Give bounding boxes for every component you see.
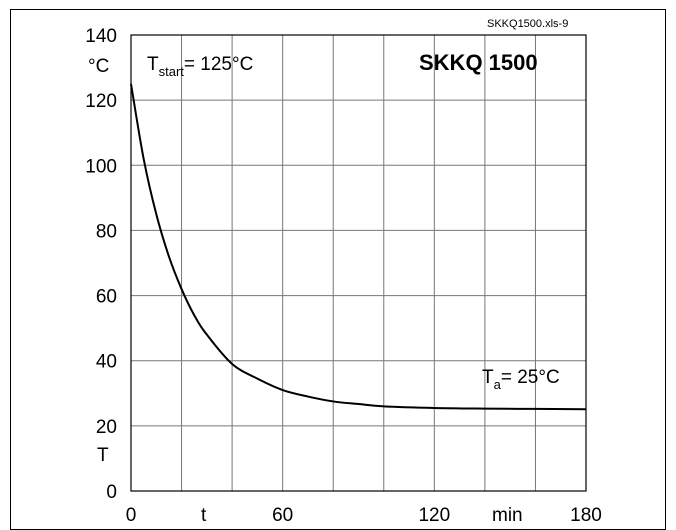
y-tick-label: 40 [96, 352, 117, 373]
ambient-temperature-annotation: Ta= 25°C [482, 367, 560, 392]
y-unit-label: °C [88, 56, 109, 77]
start-annotation-base: T [147, 54, 159, 75]
series-layer [130, 83, 587, 411]
start-temperature-annotation: Tstart= 125°C [147, 54, 253, 79]
grid-lines [131, 35, 586, 491]
series-line [130, 83, 587, 411]
x-unit-label: min [492, 505, 523, 526]
y-axis-label: T [97, 445, 109, 466]
y-tick-label: 100 [85, 156, 117, 177]
outer-frame [10, 9, 666, 530]
ambient-annotation-value: = 25°C [501, 367, 560, 388]
y-tick-label: 20 [96, 417, 117, 438]
y-tick-label: 140 [85, 26, 117, 47]
x-tick-label: 180 [570, 505, 602, 526]
plot-area-frame [130, 34, 587, 492]
start-annotation-subscript: start [159, 64, 185, 79]
start-annotation-value: = 125°C [184, 54, 253, 75]
y-tick-labels: 0 20 40 60 80 100 120 140 [85, 26, 117, 503]
y-tick-label: 120 [85, 91, 117, 112]
y-tick-label: 0 [106, 482, 117, 503]
x-tick-label: 0 [126, 505, 137, 526]
y-tick-label: 60 [96, 287, 117, 308]
x-tick-label: 120 [418, 505, 450, 526]
x-axis-label: t [201, 505, 207, 526]
chart-title: SKKQ 1500 [419, 50, 538, 75]
y-tick-label: 80 [96, 221, 117, 242]
ambient-annotation-base: T [482, 367, 494, 388]
file-reference: SKKQ1500.xls-9 [487, 18, 568, 30]
x-tick-label: 60 [272, 505, 293, 526]
ambient-annotation-subscript: a [494, 377, 502, 392]
x-tick-labels: 0 60 120 180 [126, 505, 602, 526]
